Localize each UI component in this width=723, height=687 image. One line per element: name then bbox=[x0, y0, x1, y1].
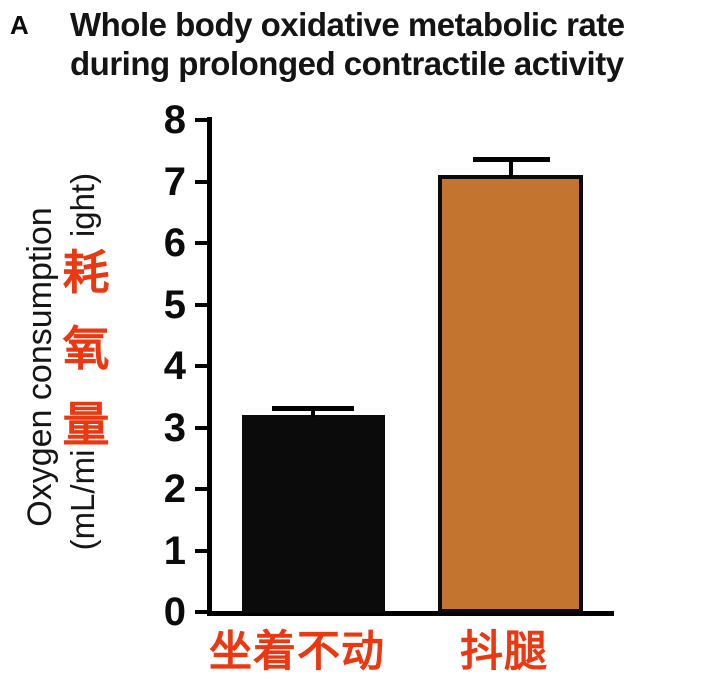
y-axis-unit-label-top-fragment: ight) bbox=[64, 172, 101, 238]
chart-title-line1: Whole body oxidative metabolic rate bbox=[70, 6, 625, 43]
y-tick-6 bbox=[195, 241, 208, 245]
overlay-char-liang: 量 bbox=[62, 398, 110, 451]
bar-leg-shaking bbox=[438, 175, 583, 613]
chart-title-line2: during prolonged contractile activity bbox=[70, 45, 624, 82]
y-axis-unit-label-bottom-fragment: (mL/mi bbox=[64, 449, 101, 551]
y-axis-label: Oxygen consumption bbox=[21, 207, 59, 527]
y-tick-2 bbox=[195, 487, 208, 491]
x-category-label-leg-shaking: 抖腿 bbox=[460, 628, 548, 676]
y-tick-3 bbox=[195, 426, 208, 430]
y-tick-label-3: 3 bbox=[163, 406, 186, 450]
y-tick-4 bbox=[195, 364, 208, 368]
error-bar-stem-leg-shaking bbox=[509, 157, 513, 177]
x-axis-line bbox=[207, 611, 614, 616]
y-tick-1 bbox=[195, 549, 208, 553]
y-tick-0 bbox=[195, 610, 208, 614]
bar-sitting-still bbox=[242, 415, 385, 613]
y-tick-label-2: 2 bbox=[163, 467, 186, 511]
y-tick-label-1: 1 bbox=[163, 529, 186, 573]
y-tick-5 bbox=[195, 303, 208, 307]
overlay-char-hao: 耗 bbox=[62, 246, 110, 299]
error-bar-cap-leg-shaking bbox=[473, 157, 550, 162]
y-tick-7 bbox=[195, 180, 208, 184]
y-tick-label-0: 0 bbox=[163, 590, 186, 634]
error-bar-cap-sitting-still bbox=[272, 406, 354, 411]
y-tick-8 bbox=[195, 118, 208, 122]
overlay-char-yang: 氧 bbox=[62, 322, 110, 375]
y-tick-label-4: 4 bbox=[163, 344, 186, 388]
y-tick-label-6: 6 bbox=[163, 221, 186, 265]
y-tick-label-8: 8 bbox=[163, 98, 186, 142]
x-category-label-sitting-still: 坐着不动 bbox=[209, 628, 385, 676]
chart-title: Whole body oxidative metabolic rate duri… bbox=[70, 5, 720, 83]
y-tick-label-7: 7 bbox=[163, 160, 186, 204]
y-tick-label-5: 5 bbox=[163, 283, 186, 327]
y-axis-line bbox=[207, 117, 212, 615]
panel-label: A bbox=[10, 10, 29, 40]
error-bar-stem-sitting-still bbox=[311, 406, 315, 417]
y-axis-overlay-chinese: 耗 氧 量 bbox=[60, 248, 112, 450]
